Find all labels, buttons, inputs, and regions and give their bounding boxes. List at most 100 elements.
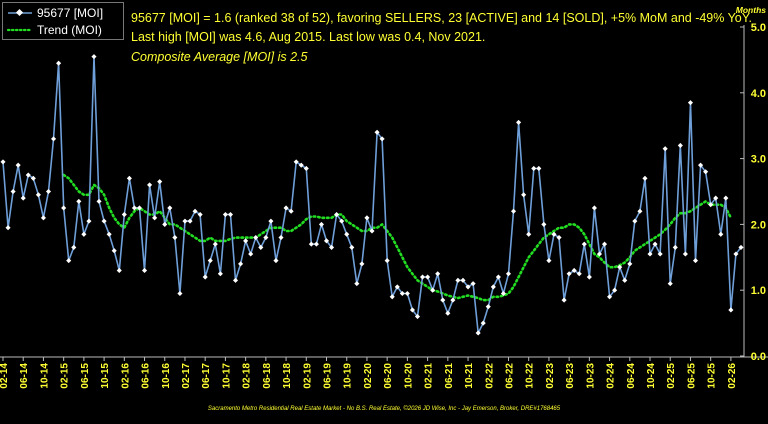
moi-point bbox=[293, 159, 299, 165]
x-tick-label: 06-20 bbox=[383, 363, 394, 389]
moi-point bbox=[505, 271, 512, 277]
moi-line bbox=[2, 55, 742, 334]
moi-point bbox=[96, 198, 102, 204]
moi-point bbox=[677, 142, 683, 148]
x-tick-label: 02-15 bbox=[60, 363, 71, 389]
moi-point bbox=[344, 231, 350, 237]
moi-point bbox=[0, 159, 6, 165]
moi-point bbox=[561, 297, 567, 303]
x-tick-label: 02-19 bbox=[302, 363, 313, 389]
y-tick-label: 4.0 bbox=[751, 88, 766, 100]
x-tick-label: 06-24 bbox=[626, 363, 637, 389]
moi-point bbox=[667, 281, 673, 287]
legend-swatch-moi bbox=[8, 8, 32, 17]
moi-point bbox=[384, 258, 390, 264]
x-tick-label: 02-18 bbox=[242, 363, 253, 389]
moi-point bbox=[222, 211, 228, 218]
x-tick-label: 02-25 bbox=[666, 363, 677, 389]
x-tick-label: 02-24 bbox=[606, 363, 617, 389]
moi-point bbox=[627, 261, 633, 267]
moi-point bbox=[136, 205, 143, 211]
x-tick-label: 10-17 bbox=[221, 363, 232, 389]
x-tick-label: 06-14 bbox=[19, 363, 30, 389]
moi-point bbox=[313, 241, 319, 247]
moi-point bbox=[394, 284, 400, 290]
moi-point bbox=[531, 165, 537, 172]
moi-point bbox=[263, 235, 269, 241]
moi-point bbox=[733, 251, 739, 257]
y-tick-label: 5.0 bbox=[751, 22, 766, 34]
moi-point bbox=[35, 192, 41, 198]
legend-swatch-trend bbox=[7, 28, 33, 32]
moi-point bbox=[596, 251, 603, 257]
x-tick-label: 10-14 bbox=[39, 363, 50, 389]
moi-point bbox=[238, 261, 244, 267]
moi-point bbox=[121, 211, 127, 218]
moi-point bbox=[76, 198, 82, 204]
moi-point bbox=[81, 231, 87, 237]
moi-point bbox=[91, 54, 97, 60]
legend-label-trend: Trend (MOI) bbox=[37, 23, 102, 37]
headline-composite-average: Composite Average [MOI] is 2.5 bbox=[131, 50, 308, 64]
x-tick-label: 06-15 bbox=[80, 363, 91, 389]
moi-point bbox=[601, 241, 608, 247]
moi-point bbox=[303, 165, 309, 172]
moi-point bbox=[475, 330, 481, 336]
moi-point bbox=[500, 290, 506, 297]
legend-item-trend: Trend (MOI) bbox=[7, 22, 102, 38]
x-tick-label: 02-14 bbox=[0, 363, 10, 389]
x-tick-label: 10-21 bbox=[464, 363, 475, 389]
x-tick-label: 06-22 bbox=[504, 363, 515, 389]
moi-point bbox=[723, 195, 729, 201]
moi-point bbox=[460, 277, 466, 283]
moi-point bbox=[389, 294, 395, 300]
x-tick-label: 02-22 bbox=[484, 363, 495, 389]
moi-point bbox=[738, 244, 744, 250]
moi-point bbox=[167, 205, 173, 211]
moi-point bbox=[212, 241, 218, 247]
moi-point bbox=[66, 258, 72, 264]
moi-point bbox=[339, 218, 345, 224]
moi-point bbox=[591, 205, 597, 211]
moi-point bbox=[71, 244, 77, 250]
headline-high-low: Last high [MOI] was 4.6, Aug 2015. Last … bbox=[131, 30, 486, 44]
x-tick-label: 10-24 bbox=[646, 363, 657, 389]
x-tick-label: 06-19 bbox=[323, 363, 334, 389]
moi-point bbox=[455, 277, 461, 283]
moi-series bbox=[0, 54, 744, 336]
moi-point bbox=[172, 235, 178, 241]
x-tick-label: 10-16 bbox=[161, 363, 172, 389]
y-tick-label: 2.0 bbox=[751, 219, 766, 231]
moi-point bbox=[586, 274, 592, 280]
moi-point bbox=[450, 297, 456, 303]
moi-point bbox=[248, 251, 254, 257]
x-tick-label: 10-15 bbox=[100, 363, 111, 389]
axes: 0.0 1.0 2.0 3.0 4.0 5.0 Months 02-14 06-14 10-14 0… bbox=[0, 5, 768, 389]
x-tick-label: 02-23 bbox=[545, 363, 556, 389]
x-tick-label: 06-17 bbox=[201, 363, 212, 389]
moi-point bbox=[187, 218, 193, 224]
moi-point bbox=[202, 274, 208, 280]
moi-point bbox=[657, 251, 663, 257]
moi-point bbox=[698, 162, 704, 168]
moi-point bbox=[243, 238, 249, 244]
moi-point bbox=[106, 231, 112, 237]
moi-point bbox=[546, 258, 552, 264]
x-tick-label: 10-19 bbox=[343, 363, 354, 389]
moi-point bbox=[632, 218, 638, 224]
moi-point bbox=[126, 175, 132, 181]
moi-point bbox=[349, 244, 355, 250]
moi-point bbox=[232, 277, 239, 283]
moi-point bbox=[278, 235, 284, 241]
x-tick-label: 02-17 bbox=[181, 363, 192, 389]
moi-point bbox=[647, 251, 653, 257]
moi-point bbox=[541, 221, 547, 227]
moi-point bbox=[116, 267, 122, 274]
moi-point bbox=[177, 290, 183, 297]
moi-point bbox=[318, 221, 324, 227]
x-tick-label: 10-18 bbox=[282, 363, 293, 389]
moi-point bbox=[409, 307, 415, 313]
moi-point bbox=[516, 119, 522, 125]
